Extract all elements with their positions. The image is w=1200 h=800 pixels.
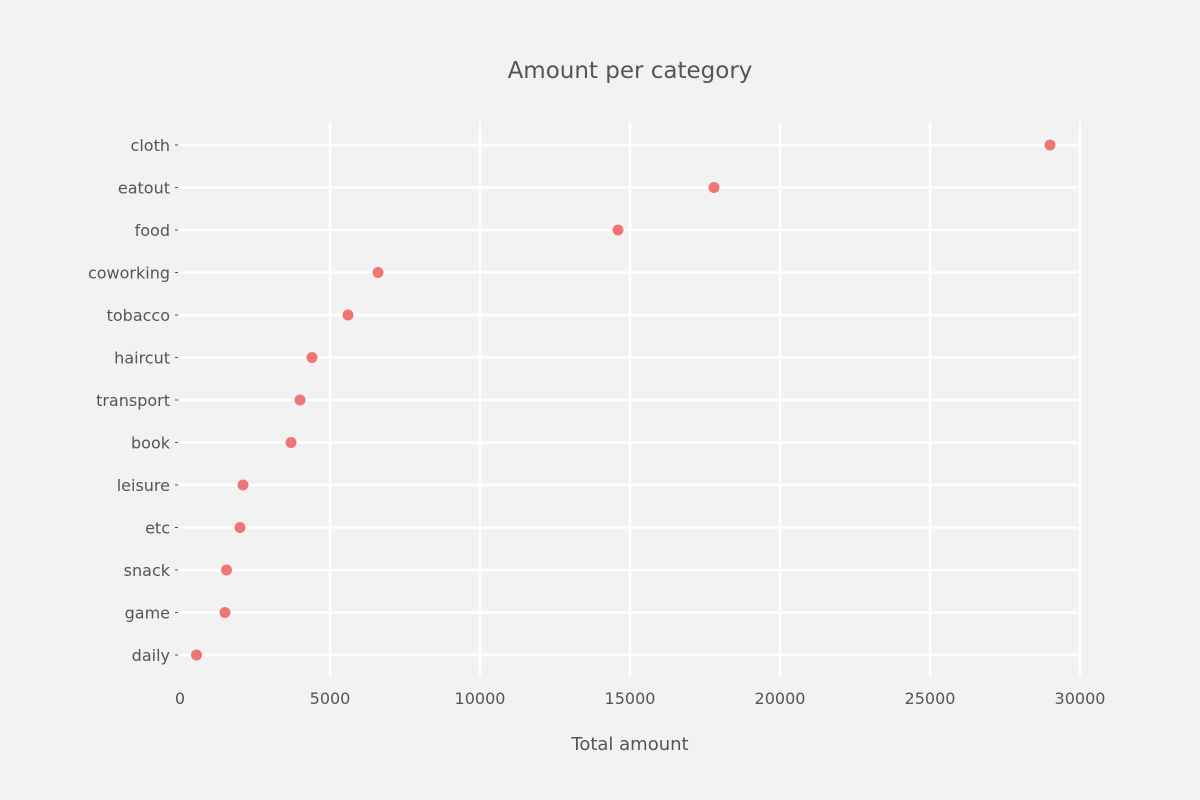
x-tick-label: 25000	[905, 689, 956, 708]
y-tick-label: game	[125, 604, 170, 623]
data-point-eatout	[708, 182, 720, 193]
data-points	[191, 139, 1056, 661]
data-point-daily	[191, 649, 202, 661]
y-axis: cloth eatout food coworking tobacco haircut tr…	[88, 136, 178, 665]
y-tick-label: transport	[96, 391, 170, 410]
data-point-leisure	[237, 479, 249, 491]
y-tick-label: etc	[145, 519, 170, 538]
x-tick-label: 10000	[455, 689, 506, 708]
data-point-coworking	[372, 267, 384, 278]
data-point-tobacco	[342, 309, 354, 321]
y-tick-label: snack	[124, 561, 171, 580]
data-point-game	[219, 607, 231, 618]
y-tick-label: book	[131, 434, 171, 453]
x-tick-label: 20000	[755, 689, 806, 708]
y-tick-label: coworking	[88, 264, 170, 283]
data-point-transport	[294, 394, 306, 406]
data-point-snack	[221, 564, 232, 576]
y-gridlines	[180, 143, 1078, 657]
data-point-etc	[234, 522, 246, 533]
chart-title: Amount per category	[508, 58, 753, 84]
y-tick-label: daily	[132, 646, 170, 665]
x-axis-label: Total amount	[570, 734, 688, 755]
data-point-cloth	[1044, 139, 1056, 151]
x-tick-label: 30000	[1055, 689, 1106, 708]
y-tick-label: food	[135, 221, 170, 240]
data-point-book	[285, 437, 297, 448]
x-tick-label: 5000	[310, 689, 351, 708]
data-point-haircut	[306, 352, 318, 363]
y-tick-label: leisure	[117, 476, 170, 495]
x-axis: 0 5000 10000 15000 20000 25000 30000	[175, 689, 1106, 708]
y-tick-label: haircut	[114, 349, 170, 368]
y-tick-label: cloth	[131, 136, 170, 155]
y-tick-label: eatout	[118, 179, 170, 198]
data-point-food	[612, 224, 624, 236]
y-tick-label: tobacco	[107, 306, 170, 325]
x-tick-label: 15000	[605, 689, 656, 708]
x-tick-label: 0	[175, 689, 185, 708]
